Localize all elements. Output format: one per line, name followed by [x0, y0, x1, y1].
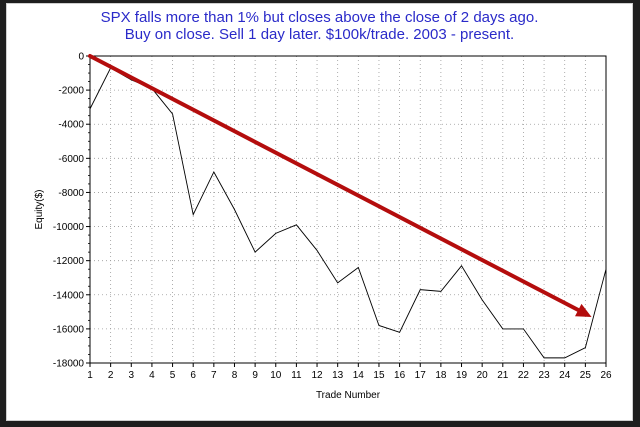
x-tick-label: 23 — [539, 370, 551, 381]
y-tick-label: -16000 — [53, 324, 85, 335]
x-tick-label: 1 — [87, 370, 93, 381]
x-tick-label: 5 — [170, 370, 176, 381]
y-tick-label: -14000 — [53, 290, 85, 301]
chart-title: SPX falls more than 1% but closes above … — [100, 9, 539, 26]
x-tick-label: 3 — [128, 370, 134, 381]
grid — [90, 56, 606, 363]
y-tick-label: -4000 — [58, 120, 84, 131]
x-tick-label: 16 — [394, 370, 406, 381]
x-tick-label: 20 — [477, 370, 489, 381]
x-tick-label: 6 — [190, 370, 196, 381]
x-tick-label: 19 — [456, 370, 468, 381]
x-tick-label: 11 — [291, 370, 302, 381]
x-axis-ticks: 1 2 3 4 5 6 7 8 9 10 11 12 13 14 15 16 17 18 19 20 21 22 23 24 2… — [87, 363, 612, 381]
x-tick-label: 9 — [252, 370, 258, 381]
plot-area — [89, 55, 607, 364]
y-tick-label: -8000 — [58, 188, 84, 199]
x-tick-label: 13 — [332, 370, 344, 381]
x-tick-label: 8 — [232, 370, 238, 381]
x-tick-label: 24 — [559, 370, 571, 381]
x-tick-label: 25 — [580, 370, 592, 381]
x-tick-label: 18 — [435, 370, 447, 381]
y-tick-label: -12000 — [53, 256, 85, 267]
x-tick-label: 15 — [373, 370, 385, 381]
trend-arrow — [88, 54, 592, 317]
y-tick-label: -18000 — [53, 359, 85, 370]
x-tick-label: 22 — [518, 370, 530, 381]
x-axis-label: Trade Number — [316, 390, 381, 401]
equity-series-line — [89, 67, 607, 359]
trend-arrow-head — [575, 303, 592, 317]
x-tick-label: 10 — [270, 370, 282, 381]
x-tick-label: 7 — [211, 370, 217, 381]
x-tick-label: 14 — [353, 370, 365, 381]
y-tick-label: -6000 — [58, 154, 84, 165]
x-tick-label: 17 — [415, 370, 427, 381]
x-tick-label: 21 — [497, 370, 509, 381]
y-axis-ticks: 0 -2000 -4000 -6000 -8000 -10000 -12000 -14000 -… — [53, 52, 90, 370]
x-tick-label: 4 — [149, 370, 155, 381]
y-tick-label: -10000 — [53, 222, 85, 233]
x-tick-label: 26 — [600, 370, 612, 381]
chart-subtitle: Buy on close. Sell 1 day later. $100k/tr… — [124, 26, 515, 43]
x-tick-label: 2 — [108, 370, 114, 381]
x-tick-label: 12 — [311, 370, 323, 381]
y-axis-label: Equity($) — [34, 189, 45, 229]
trend-arrow-shaft — [88, 54, 581, 313]
y-tick-label: 0 — [78, 52, 84, 63]
y-tick-label: -2000 — [58, 86, 84, 97]
